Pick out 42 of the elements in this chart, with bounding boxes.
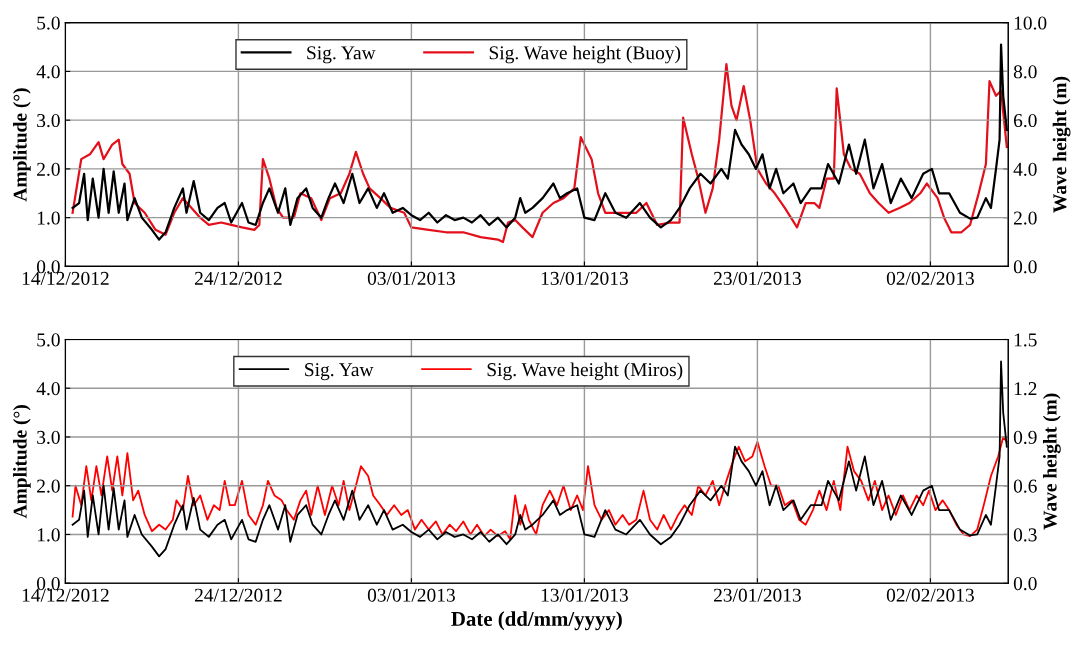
y2-tick-label: 2.0 xyxy=(1013,211,1037,225)
y-tick-label: 1.0 xyxy=(37,528,60,542)
y2-axis-title: Wave height (m) xyxy=(1042,393,1061,530)
y-tick-label: 2.0 xyxy=(37,162,60,176)
y2-tick-label: 0.6 xyxy=(1013,479,1037,493)
x-tick-label: 13/01/2013 xyxy=(541,588,628,602)
y-tick-label: 5.0 xyxy=(37,333,60,347)
y2-tick-label: 1.2 xyxy=(1014,382,1037,396)
legend-label: Sig. Wave height (Buoy) xyxy=(489,45,681,64)
y-tick-label: 1.0 xyxy=(37,211,60,225)
legend-label: Sig. Wave height (Miros) xyxy=(487,362,683,381)
y2-tick-label: 0.0 xyxy=(1013,577,1037,591)
line-series xyxy=(71,436,1008,541)
x-tick-label: 23/01/2013 xyxy=(713,588,801,602)
x-tick-label: 03/01/2013 xyxy=(367,588,455,602)
y-tick-label: 2.0 xyxy=(37,479,60,493)
y2-tick-label: 0.0 xyxy=(1013,260,1037,274)
y2-tick-label: 4.0 xyxy=(1013,162,1037,176)
x-tick-label: 24/12/2012 xyxy=(194,271,282,285)
x-tick-label: 24/12/2012 xyxy=(194,588,282,602)
y-axis-title: Amplitude (°) xyxy=(13,405,31,519)
legend-label: Sig. Yaw xyxy=(307,46,376,64)
x-tick-label: 13/01/2013 xyxy=(541,271,628,285)
y2-tick-label: 1.5 xyxy=(1014,333,1037,347)
x-tick-label: 02/02/2013 xyxy=(886,588,974,602)
legend-label: Sig. Yaw xyxy=(305,363,374,381)
y-tick-label: 3.0 xyxy=(37,113,60,128)
y2-tick-label: 0.9 xyxy=(1013,430,1037,444)
y-tick-label: 5.0 xyxy=(37,16,60,30)
y2-axis-title: Wave height (m) xyxy=(1052,76,1071,213)
y2-tick-label: 10.0 xyxy=(1014,16,1047,30)
y-tick-label: 4.0 xyxy=(36,382,60,396)
y2-tick-label: 8.0 xyxy=(1013,65,1037,79)
y-axis-title: Amplitude (°) xyxy=(13,88,31,202)
x-axis-title: Date (dd/mm/yyyy) xyxy=(451,611,622,631)
x-tick-label: 23/01/2013 xyxy=(713,271,801,285)
y-tick-label: 3.0 xyxy=(37,430,60,444)
x-tick-label: 02/02/2013 xyxy=(886,271,974,285)
y2-tick-label: 6.0 xyxy=(1013,113,1037,128)
y2-tick-label: 0.3 xyxy=(1013,528,1037,542)
x-tick-label: 03/01/2013 xyxy=(367,271,455,285)
y-tick-label: 4.0 xyxy=(36,65,60,79)
